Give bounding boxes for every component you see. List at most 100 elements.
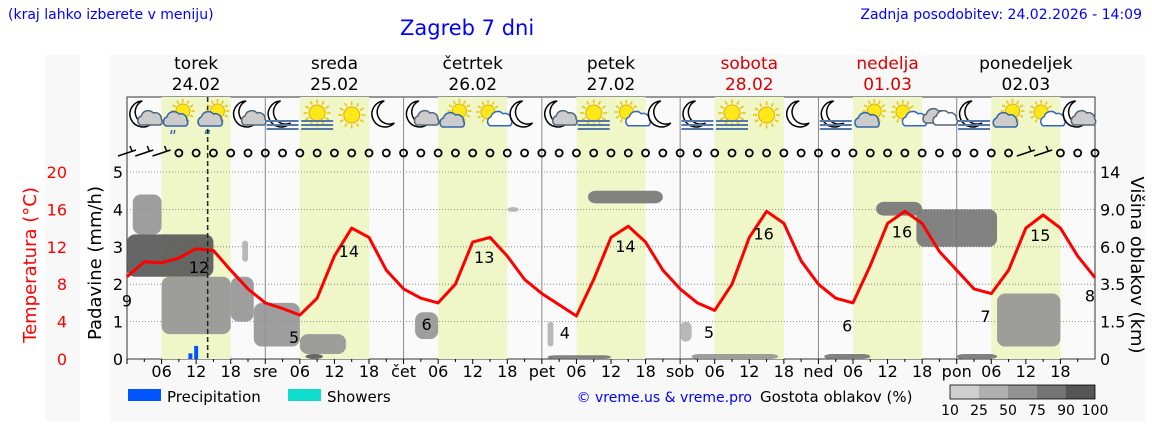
cloud-area xyxy=(824,354,871,359)
cloud-area xyxy=(305,354,323,359)
day-date: 28.02 xyxy=(725,75,774,95)
moon-fog-icon xyxy=(266,100,299,130)
sun-ray xyxy=(597,100,602,106)
temperature-label: 6 xyxy=(422,315,432,334)
moon-cloud-icon xyxy=(1062,100,1097,128)
precipitation-axis-label: Padavine (mm/h) xyxy=(85,186,106,340)
region-note[interactable]: (kraj lahko izberete v meniju) xyxy=(8,7,214,23)
sun-ray xyxy=(210,100,214,105)
calm-wind-circle xyxy=(865,148,875,158)
sun-ray xyxy=(186,100,190,105)
moon-fog-icon xyxy=(681,100,714,130)
calm-wind-circle xyxy=(796,148,806,158)
moon-shape xyxy=(509,100,534,128)
calm-wind-circle xyxy=(209,148,218,158)
cloud-height-tick: 3.5 xyxy=(1100,275,1125,294)
moon-cloud-icon xyxy=(544,100,578,128)
sun-ray xyxy=(339,107,344,111)
sun-ray xyxy=(601,117,606,121)
temperature-label: 5 xyxy=(704,323,714,342)
clouds-icon xyxy=(922,107,959,126)
wind-barb xyxy=(1016,149,1036,157)
x-tick-label: 12 xyxy=(877,362,897,381)
calm-wind-circle xyxy=(848,148,858,158)
cloud-density-level: 50 xyxy=(999,403,1017,419)
moon-icon xyxy=(647,100,672,128)
x-tick-label: 18 xyxy=(221,362,241,381)
temperature-label: 4 xyxy=(560,324,570,343)
calm-wind-circle xyxy=(744,148,754,158)
cloud-area xyxy=(253,302,300,347)
x-tick-label: 06 xyxy=(843,362,863,381)
daylight-band xyxy=(438,97,508,359)
cloud-shape xyxy=(932,109,959,126)
sun-ray xyxy=(224,104,229,108)
sun-ray xyxy=(892,115,896,119)
calm-wind-circle xyxy=(416,148,426,158)
sun-fog-icon xyxy=(577,99,610,130)
calm-wind-circle xyxy=(762,148,771,158)
sun-ray xyxy=(452,100,456,105)
cloud-height-axis-label: Višina oblakov (km) xyxy=(1126,176,1147,353)
precipitation-tick: 5 xyxy=(113,163,123,182)
sun-ray xyxy=(1019,104,1024,108)
temperature-label: 9 xyxy=(122,292,132,311)
cloud-height-tick: 1.5 xyxy=(1100,313,1125,332)
x-tick-label: 12 xyxy=(601,362,621,381)
cloud-density-swatch xyxy=(1066,385,1095,399)
credit-link[interactable]: © vreme.us & vreme.pro xyxy=(577,390,752,406)
cloud-density-swatch xyxy=(1037,385,1066,399)
sun-ray xyxy=(1019,114,1024,118)
calm-wind-circle xyxy=(364,148,374,158)
moon-cloud-icon xyxy=(232,100,267,128)
sun-ray xyxy=(477,115,482,119)
cloud-area xyxy=(691,354,779,359)
calm-wind-circle xyxy=(675,148,685,158)
sun-ray xyxy=(224,114,229,118)
temperature-label: 14 xyxy=(339,242,359,261)
sun-ray xyxy=(304,105,310,109)
calm-wind-circle xyxy=(537,148,547,158)
cloud-density-level: 10 xyxy=(941,403,959,419)
calm-wind-circle xyxy=(589,148,599,158)
sun-ray xyxy=(189,104,194,108)
sun-ray xyxy=(867,100,871,105)
calm-wind-circle xyxy=(174,148,184,158)
sun-ray xyxy=(491,101,495,106)
cloud-area xyxy=(956,354,998,359)
sun-ray xyxy=(462,100,467,105)
sun-ray xyxy=(325,105,330,109)
temperature-label: 7 xyxy=(980,307,990,326)
moon-shape xyxy=(371,100,395,128)
sun-ray xyxy=(881,114,885,118)
x-tick-label: 18 xyxy=(635,362,655,381)
cloud-area xyxy=(547,321,554,347)
temperature-label: 13 xyxy=(474,248,494,267)
day-name: petek xyxy=(587,54,635,74)
calm-wind-circle xyxy=(779,148,789,158)
sun-ray xyxy=(176,100,180,105)
calm-wind-circle xyxy=(969,148,979,158)
wind-barb-flag xyxy=(146,145,150,152)
x-tick-label: pon xyxy=(942,362,972,381)
cloud-density-swatch xyxy=(950,385,979,399)
sun-ray xyxy=(304,117,310,121)
sun-ray xyxy=(325,117,330,121)
wind-barb xyxy=(1033,149,1053,157)
daylight-band xyxy=(299,97,369,359)
calm-wind-circle xyxy=(572,148,581,158)
sun-disc xyxy=(758,106,776,124)
sun-ray xyxy=(477,105,482,109)
calm-wind-circle xyxy=(831,148,841,158)
daylight-band xyxy=(853,97,923,359)
cloud-height-tick: 6.0 xyxy=(1100,238,1125,257)
precipitation-tick: 0 xyxy=(113,350,123,369)
x-tick-label: 12 xyxy=(324,362,344,381)
sun-ray xyxy=(770,122,775,128)
sun-ray xyxy=(321,100,325,106)
temperature-label: 6 xyxy=(842,316,852,335)
sun-ray xyxy=(1034,118,1038,123)
sun-fog-icon xyxy=(301,99,334,130)
calm-wind-circle xyxy=(520,148,529,158)
